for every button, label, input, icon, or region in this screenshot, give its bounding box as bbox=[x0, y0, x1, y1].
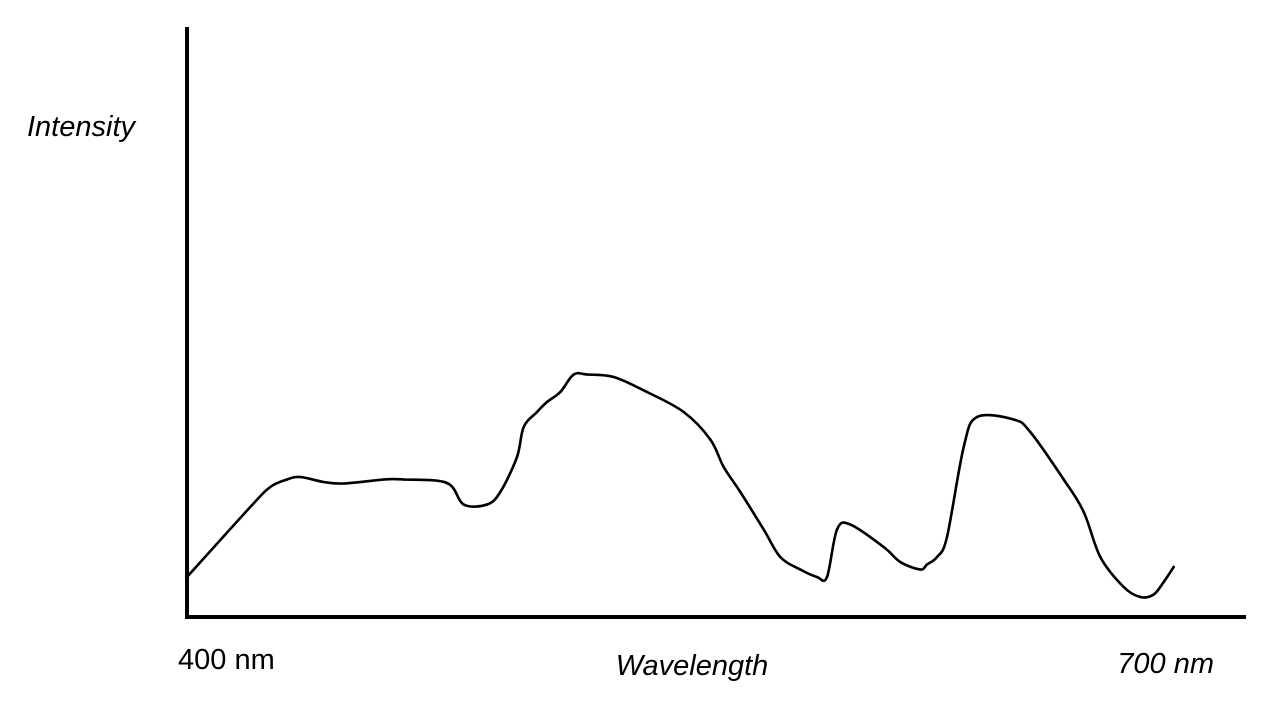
data-point bbox=[1152, 593, 1155, 596]
data-point bbox=[462, 503, 466, 506]
x-tick-label-max: 700 nm bbox=[1117, 648, 1214, 680]
data-point bbox=[975, 415, 979, 419]
data-point bbox=[1172, 565, 1175, 569]
data-point bbox=[445, 481, 449, 485]
data-point bbox=[682, 410, 685, 414]
data-point bbox=[515, 455, 519, 459]
data-point bbox=[815, 575, 819, 579]
data-point bbox=[185, 575, 189, 579]
data-point bbox=[882, 545, 885, 549]
data-point bbox=[585, 373, 589, 376]
data-point bbox=[762, 528, 765, 531]
data-point bbox=[299, 475, 302, 479]
data-point bbox=[722, 465, 725, 469]
data-point bbox=[545, 400, 549, 404]
data-point bbox=[1162, 580, 1165, 584]
data-point bbox=[402, 478, 406, 481]
data-point bbox=[935, 555, 939, 559]
data-point bbox=[945, 535, 949, 539]
data-point bbox=[739, 490, 742, 494]
data-point bbox=[799, 568, 802, 571]
data-point bbox=[485, 503, 489, 506]
data-point bbox=[342, 482, 346, 485]
data-point bbox=[522, 425, 525, 429]
data-point bbox=[925, 563, 929, 566]
data-point bbox=[285, 478, 289, 481]
spectrum-curve bbox=[185, 371, 1175, 599]
data-point bbox=[1139, 595, 1142, 599]
data-point bbox=[572, 373, 575, 376]
data-point bbox=[535, 410, 539, 414]
data-point bbox=[835, 528, 839, 531]
y-axis-label: Intensity bbox=[27, 111, 136, 143]
data-point bbox=[1029, 430, 1032, 434]
data-point bbox=[645, 390, 649, 394]
data-point bbox=[322, 480, 326, 484]
data-point bbox=[849, 523, 852, 526]
data-point bbox=[779, 555, 782, 559]
data-point bbox=[269, 485, 272, 489]
data-point bbox=[1122, 585, 1125, 589]
data-point bbox=[962, 445, 965, 449]
x-tick-label-min: 400 nm bbox=[178, 644, 275, 676]
data-point bbox=[1012, 418, 1015, 421]
data-point bbox=[1099, 555, 1102, 559]
data-point bbox=[499, 490, 502, 494]
data-point bbox=[1062, 478, 1065, 481]
data-point bbox=[919, 568, 922, 571]
data-point bbox=[899, 560, 902, 564]
data-point bbox=[709, 438, 712, 441]
data-point bbox=[825, 575, 829, 579]
data-point bbox=[249, 505, 252, 509]
data-point bbox=[382, 478, 386, 481]
data-point bbox=[559, 390, 562, 394]
x-axis-label: Wavelength bbox=[616, 650, 769, 682]
data-point bbox=[612, 375, 615, 379]
data-point bbox=[1082, 510, 1085, 514]
